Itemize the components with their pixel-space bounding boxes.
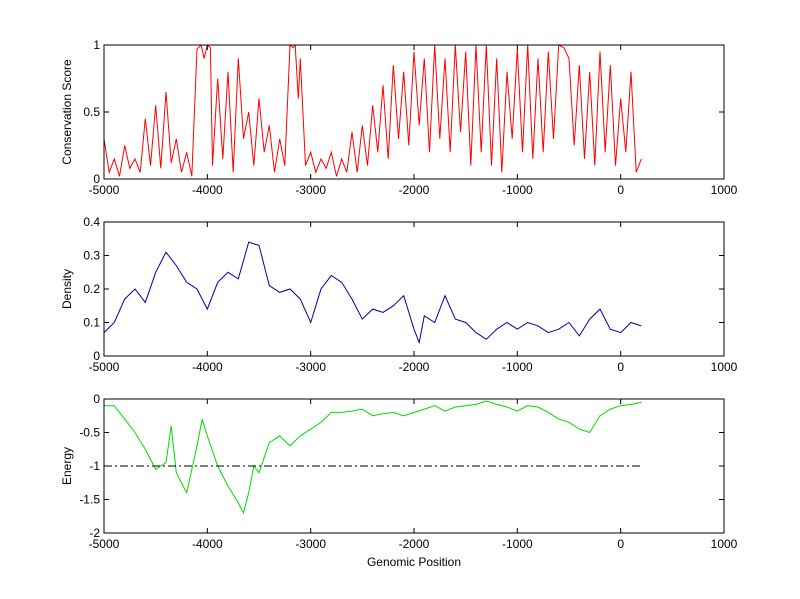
x-tick-label: 1000 [711, 360, 738, 374]
x-tick-label: 0 [617, 360, 624, 374]
y-tick-label: -2 [89, 526, 100, 540]
x-tick-label: 1000 [711, 183, 738, 197]
x-tick-label: 1000 [711, 537, 738, 551]
y-axis-label: Energy [60, 447, 74, 485]
y-tick-label: 0.1 [83, 316, 100, 330]
y-tick-label: 1 [93, 38, 100, 52]
x-tick-label: -2000 [399, 183, 430, 197]
y-tick-label: 0.2 [83, 282, 100, 296]
x-tick-label: -1000 [502, 360, 533, 374]
x-tick-label: -3000 [295, 537, 326, 551]
x-axis-label: Genomic Position [367, 555, 461, 569]
x-tick-label: 0 [617, 183, 624, 197]
y-tick-label: 0.5 [83, 105, 100, 119]
x-tick-label: -1000 [502, 183, 533, 197]
y-tick-label: 0 [93, 392, 100, 406]
x-tick-label: -4000 [192, 537, 223, 551]
y-tick-label: -1 [89, 459, 100, 473]
y-tick-label: -0.5 [79, 426, 100, 440]
y-tick-label: 0.3 [83, 249, 100, 263]
y-tick-label: 0.4 [83, 215, 100, 229]
x-tick-label: -4000 [192, 183, 223, 197]
y-tick-label: 0 [93, 172, 100, 186]
x-tick-label: -4000 [192, 360, 223, 374]
x-tick-label: -2000 [399, 537, 430, 551]
x-tick-label: 0 [617, 537, 624, 551]
x-tick-label: -2000 [399, 360, 430, 374]
y-axis-label: Conservation Score [60, 59, 74, 165]
x-tick-label: -3000 [295, 183, 326, 197]
x-tick-label: -1000 [502, 537, 533, 551]
x-tick-label: -3000 [295, 360, 326, 374]
y-tick-label: 0 [93, 349, 100, 363]
y-axis-label: Density [60, 269, 74, 309]
y-tick-label: -1.5 [79, 493, 100, 507]
